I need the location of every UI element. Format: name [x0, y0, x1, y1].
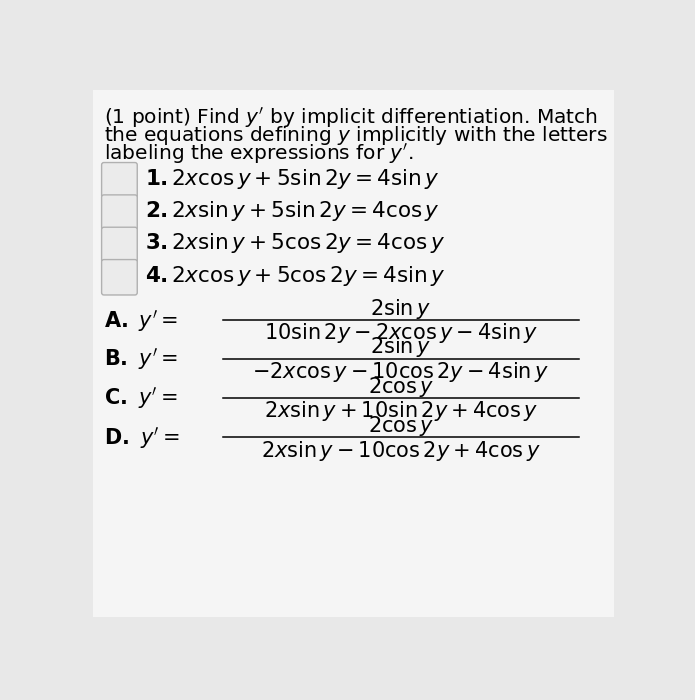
Text: $\mathbf{D.}\ y' =$: $\mathbf{D.}\ y' =$	[104, 425, 179, 452]
FancyBboxPatch shape	[101, 260, 137, 295]
Text: $2\cos y$: $2\cos y$	[368, 374, 434, 398]
FancyBboxPatch shape	[101, 195, 137, 230]
Text: labeling the expressions for $y'$.: labeling the expressions for $y'$.	[104, 141, 414, 166]
Text: $2\cos y$: $2\cos y$	[368, 414, 434, 438]
Text: $\mathbf{3.}$: $\mathbf{3.}$	[145, 233, 168, 253]
Text: $\mathbf{1.}$: $\mathbf{1.}$	[145, 169, 168, 189]
Text: $2\sin y$: $2\sin y$	[370, 297, 432, 321]
Text: the equations defining $y$ implicitly with the letters: the equations defining $y$ implicitly wi…	[104, 124, 607, 147]
FancyBboxPatch shape	[101, 228, 137, 262]
Text: $10\sin 2y - 2x\cos y - 4\sin y$: $10\sin 2y - 2x\cos y - 4\sin y$	[263, 321, 538, 346]
Text: $2x\cos y + 5\sin 2y = 4\sin y$: $2x\cos y + 5\sin 2y = 4\sin y$	[170, 167, 439, 190]
Text: $\mathbf{C.}\ y' =$: $\mathbf{C.}\ y' =$	[104, 385, 177, 411]
Text: $2\sin y$: $2\sin y$	[370, 335, 432, 359]
FancyBboxPatch shape	[93, 90, 614, 617]
FancyBboxPatch shape	[101, 162, 137, 198]
Text: $2x\sin y + 5\cos 2y = 4\cos y$: $2x\sin y + 5\cos 2y = 4\cos y$	[170, 232, 445, 256]
Text: $-2x\cos y - 10\cos 2y - 4\sin y$: $-2x\cos y - 10\cos 2y - 4\sin y$	[252, 360, 549, 384]
Text: $2x\sin y + 5\sin 2y = 4\cos y$: $2x\sin y + 5\sin 2y = 4\cos y$	[170, 199, 439, 223]
Text: $\mathbf{B.}\ y' =$: $\mathbf{B.}\ y' =$	[104, 346, 178, 372]
Text: $2x\sin y - 10\cos 2y + 4\cos y$: $2x\sin y - 10\cos 2y + 4\cos y$	[261, 438, 541, 463]
Text: $\mathbf{4.}$: $\mathbf{4.}$	[145, 266, 168, 286]
Text: $\mathbf{A.}\ y' =$: $\mathbf{A.}\ y' =$	[104, 308, 178, 334]
Text: $2x\sin y + 10\sin 2y + 4\cos y$: $2x\sin y + 10\sin 2y + 4\cos y$	[263, 399, 538, 423]
Text: $\mathbf{2.}$: $\mathbf{2.}$	[145, 201, 168, 221]
Text: (1 point) Find $y'$ by implicit differentiation. Match: (1 point) Find $y'$ by implicit differen…	[104, 106, 598, 130]
Text: $2x\cos y + 5\cos 2y = 4\sin y$: $2x\cos y + 5\cos 2y = 4\sin y$	[170, 264, 445, 288]
